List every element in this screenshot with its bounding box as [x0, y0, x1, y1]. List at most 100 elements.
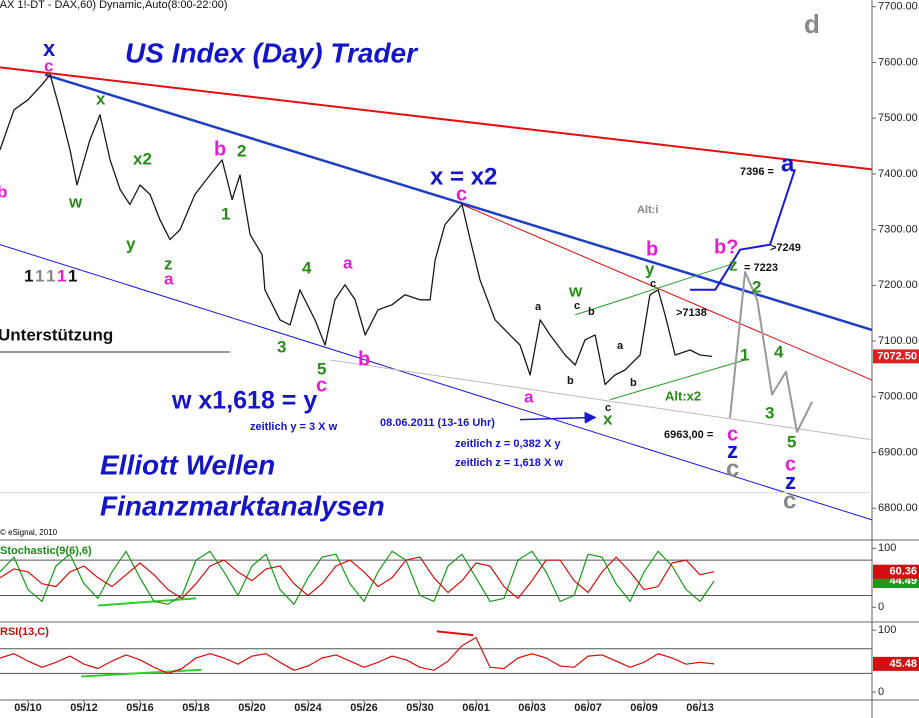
annotation: z: [729, 255, 738, 274]
y-tick-label: 7300.00: [878, 224, 918, 236]
annotation: c: [605, 402, 611, 414]
annotation: 1: [35, 266, 44, 285]
annotation: c: [783, 487, 796, 514]
annotation: z: [727, 438, 738, 463]
annotation: y: [126, 234, 136, 253]
annotation: 1: [24, 266, 33, 285]
annotation: 4: [302, 258, 312, 277]
x-tick-label: 05/30: [406, 702, 434, 714]
annotation: b: [214, 138, 226, 160]
y-tick-label: 7400.00: [878, 168, 918, 180]
annotation: 3: [277, 337, 286, 356]
trend-line: [729, 271, 813, 433]
annotation: a: [524, 387, 534, 406]
annotation: z: [785, 469, 796, 494]
annotation: b: [0, 182, 7, 201]
annotation: 3: [765, 403, 774, 422]
annotation: a: [617, 340, 624, 352]
annotation: 1: [68, 266, 77, 285]
y-tick-label: 6800.00: [878, 502, 918, 514]
annotation: 4: [774, 342, 784, 361]
series-line: [0, 550, 715, 605]
x-tick-label: 06/13: [686, 702, 714, 714]
annotation: a: [781, 150, 795, 177]
last-value-label: 7072.50: [877, 350, 917, 362]
trend-line: [610, 359, 746, 401]
last-value-box: [873, 349, 919, 364]
annotation: 5: [787, 432, 796, 451]
annotation: x: [603, 409, 613, 428]
annotation: c: [650, 278, 656, 290]
last-value-label: 45.48: [889, 658, 917, 670]
x-tick-label: 06/01: [462, 702, 490, 714]
annotation: w: [568, 281, 583, 300]
annotation: b: [567, 375, 574, 387]
trend-line: [0, 244, 873, 521]
annotation: a: [343, 253, 353, 272]
y-tick-label: 100: [878, 542, 896, 554]
x-tick-label: 05/12: [70, 702, 98, 714]
annotation: Alt:x2: [665, 388, 701, 403]
annotation: c: [785, 453, 796, 475]
x-tick-label: 06/03: [518, 702, 546, 714]
annotation: Elliott Wellen: [100, 449, 275, 480]
annotation: x: [43, 36, 56, 61]
annotation: Unterstützung: [0, 325, 113, 344]
y-tick-label: 100: [878, 624, 896, 636]
annotation: US Index (Day) Trader: [125, 37, 419, 68]
trend-line: [575, 264, 731, 316]
annotation: c: [44, 56, 53, 75]
annotation: Alt:i: [637, 204, 658, 216]
annotation: © eSignal, 2010: [0, 528, 58, 537]
y-tick-label: 7000.00: [878, 391, 918, 403]
trend-line: [436, 630, 474, 637]
annotation: y: [645, 259, 655, 278]
annotation: 2: [237, 141, 246, 160]
annotation: x = x2: [430, 163, 497, 190]
annotation: a: [535, 301, 542, 313]
x-tick-label: 05/20: [238, 702, 266, 714]
annotation: 1: [221, 204, 230, 223]
annotation: a: [164, 269, 174, 288]
annotation: b: [358, 348, 370, 370]
x-tick-label: 05/26: [350, 702, 378, 714]
series-line: [0, 637, 715, 674]
annotation: x: [96, 89, 106, 108]
x-tick-label: 05/18: [182, 702, 210, 714]
annotation: b: [630, 377, 637, 389]
annotation: b: [588, 306, 595, 318]
annotation: 1: [740, 345, 749, 364]
x-tick-label: 05/10: [14, 702, 42, 714]
last-value-label: 60.36: [889, 566, 917, 578]
annotation: 1: [57, 266, 66, 285]
trend-line: [519, 411, 597, 424]
annotation: 7396 =: [740, 166, 774, 178]
annotation: zeitlich y = 3 X w: [250, 421, 338, 433]
y-tick-label: 0: [878, 601, 884, 613]
series-line: [0, 556, 715, 599]
annotation: b?: [714, 236, 738, 258]
y-tick-label: 7600.00: [878, 56, 918, 68]
annotation: zeitlich z = 1,618 X w: [455, 457, 563, 469]
annotation: 2: [752, 277, 761, 296]
annotation: = 7223: [744, 262, 778, 274]
y-tick-label: 6900.00: [878, 446, 918, 458]
annotations: d US Index (Day) Trader x c b x w x2 y z…: [0, 9, 820, 537]
annotation: c: [456, 183, 467, 205]
trend-line: [44, 73, 873, 332]
annotation: zeitlich z = 0,382 X y: [455, 438, 561, 450]
trend-line: [461, 204, 873, 381]
y-tick-label: 7100.00: [878, 335, 918, 347]
annotation: c: [726, 455, 739, 482]
annotation: c: [727, 423, 738, 445]
annotation: >7138: [676, 307, 707, 319]
annotation: x2: [133, 149, 152, 168]
trend-line: [97, 597, 197, 607]
y-tick-label: 7200.00: [878, 279, 918, 291]
x-tick-label: 06/09: [630, 702, 658, 714]
y-tick-label: 7500.00: [878, 112, 918, 124]
panel-title: RSI(13,C): [0, 626, 49, 638]
trend-line: [81, 668, 202, 678]
annotation: Finanzmarktanalysen: [100, 490, 385, 521]
